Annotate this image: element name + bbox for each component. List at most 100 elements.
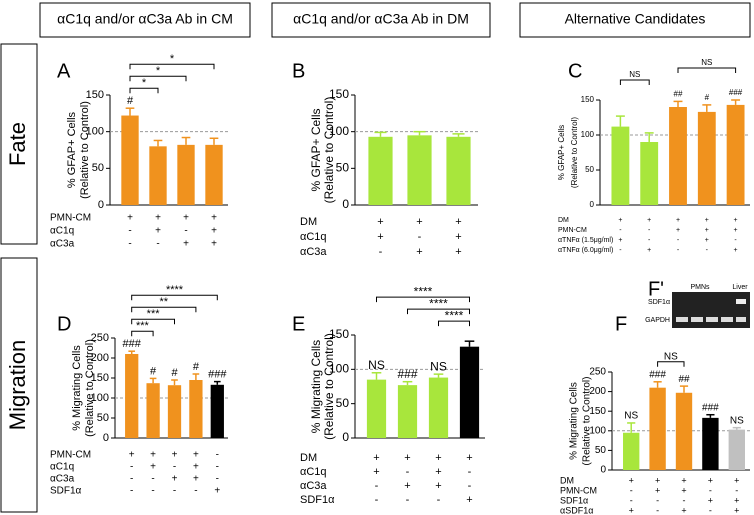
condition-mark: +	[647, 217, 651, 224]
inset-letter: F'	[648, 278, 664, 300]
y-tick-label: 0	[103, 432, 109, 444]
y-tick-label: 250	[91, 332, 109, 344]
condition-mark: +	[172, 450, 178, 461]
y-tick-label: 50	[336, 161, 350, 175]
y-axis-label: (Relative to Control)	[570, 117, 579, 188]
condition-mark: +	[172, 474, 178, 485]
condition-mark: -	[216, 450, 219, 461]
condition-mark: +	[455, 216, 461, 228]
significance-label: *	[156, 65, 161, 77]
condition-mark: +	[655, 475, 660, 485]
significance-label: NS	[664, 351, 678, 362]
y-axis-label: (Relative to Control)	[582, 377, 593, 466]
condition-mark: +	[435, 466, 441, 478]
condition-mark: -	[619, 247, 622, 254]
condition-label: DM	[558, 217, 569, 224]
condition-mark: -	[379, 246, 383, 258]
annotation: #	[127, 95, 134, 107]
y-tick-label: 150	[589, 406, 606, 417]
gel-lane-label: PMNs	[690, 284, 710, 291]
y-axis-label: (Relative to Control)	[322, 333, 336, 440]
panel-letter: E	[292, 313, 305, 335]
condition-mark: +	[416, 246, 422, 258]
y-axis-label: % Migrating Cells	[71, 345, 83, 431]
condition-mark: +	[466, 494, 472, 506]
condition-mark: +	[193, 462, 199, 473]
condition-mark: +	[681, 485, 686, 495]
bar	[368, 136, 393, 205]
significance-bracket	[657, 361, 685, 367]
condition-label: αC3a	[50, 239, 75, 250]
bar	[125, 354, 139, 438]
gel-band	[736, 299, 746, 304]
y-axis-label: (Relative to Control)	[84, 339, 96, 437]
y-tick-label: 100	[86, 126, 104, 138]
y-tick-label: 50	[97, 412, 109, 424]
y-axis-label: % GFAP+ Cells	[309, 108, 323, 191]
annotation: ###	[649, 369, 666, 380]
condition-mark: -	[130, 462, 133, 473]
y-tick-label: 0	[342, 197, 349, 211]
y-tick-label: 50	[92, 162, 104, 174]
y-tick-label: 200	[91, 352, 109, 364]
bar	[149, 146, 167, 205]
y-tick-label: 100	[91, 392, 109, 404]
condition-mark: -	[656, 505, 659, 515]
bar	[146, 383, 160, 438]
condition-mark: +	[211, 239, 217, 250]
y-tick-label: 150	[581, 95, 595, 104]
y-tick-label: 250	[589, 367, 606, 378]
column-header: Alternative Candidates	[565, 11, 706, 27]
gel-band	[736, 317, 746, 322]
y-axis-label: (Relative to Control)	[79, 101, 91, 199]
y-tick-label: 50	[336, 396, 350, 410]
panel-letter: F	[615, 313, 627, 335]
significance-bracket	[131, 318, 175, 325]
condition-mark: -	[418, 231, 422, 243]
condition-mark: -	[648, 237, 651, 244]
annotation: NS	[368, 358, 385, 372]
condition-mark: +	[734, 217, 738, 224]
y-axis-label: (Relative to Control)	[322, 97, 336, 204]
condition-mark: +	[183, 239, 189, 250]
y-tick-label: 100	[589, 425, 606, 436]
condition-mark: -	[194, 486, 197, 497]
condition-mark: -	[375, 480, 379, 492]
panel-letter: D	[57, 313, 71, 335]
bar	[726, 104, 745, 205]
y-tick-label: 150	[86, 89, 104, 101]
bar	[702, 417, 719, 470]
y-axis-label: % GFAP+ Cells	[557, 125, 566, 180]
condition-mark: +	[127, 213, 133, 224]
significance-label: NS	[629, 70, 640, 79]
annotation: NS	[430, 359, 447, 373]
gel-inset: F' PMNs Liver SDF1α GAPDH	[645, 278, 750, 328]
condition-mark: +	[629, 475, 634, 485]
bar	[728, 429, 745, 470]
condition-label: αC3a	[300, 246, 327, 258]
significance-bracket	[129, 75, 187, 82]
gel-band-label: GAPDH	[645, 317, 670, 324]
condition-mark: -	[156, 239, 159, 250]
condition-mark: +	[193, 450, 199, 461]
gel-band	[706, 317, 718, 322]
significance-label: ****	[445, 308, 464, 322]
significance-label: **	[160, 296, 169, 308]
condition-mark: +	[211, 226, 217, 237]
condition-mark: +	[214, 486, 220, 497]
gel-band-label: SDF1α	[648, 299, 670, 306]
significance-label: *	[170, 53, 175, 65]
condition-mark: -	[735, 485, 738, 495]
condition-mark: +	[676, 217, 680, 224]
y-axis-label: % Migrating Cells	[309, 340, 323, 433]
condition-mark: -	[468, 480, 472, 492]
condition-mark: +	[150, 450, 156, 461]
condition-mark: +	[435, 480, 441, 492]
condition-mark: -	[375, 494, 379, 506]
column-header: αC1q and/or αC3a Ab in DM	[293, 11, 469, 27]
y-tick-label: 150	[329, 327, 349, 341]
significance-label: NS	[701, 58, 712, 67]
bar	[697, 111, 716, 205]
significance-bracket	[129, 63, 215, 70]
panel-letter: C	[568, 60, 582, 82]
